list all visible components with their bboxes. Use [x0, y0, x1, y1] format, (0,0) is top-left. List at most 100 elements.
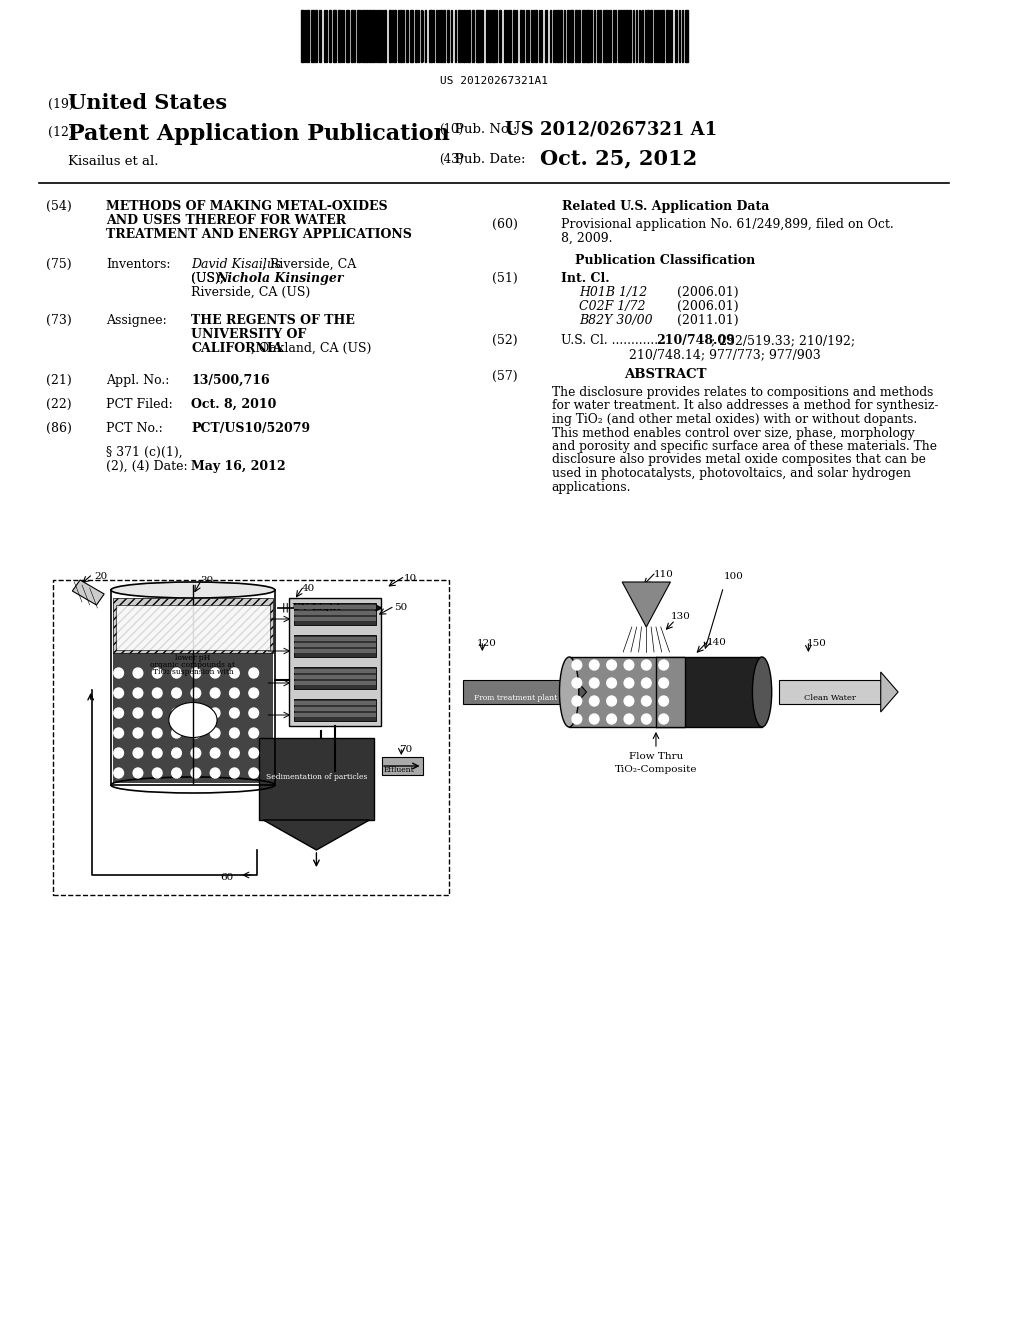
Text: disclosure also provides metal oxide composites that can be: disclosure also provides metal oxide com…	[552, 454, 926, 466]
Text: TREATMENT AND ENERGY APPLICATIONS: TREATMENT AND ENERGY APPLICATIONS	[106, 228, 412, 242]
Circle shape	[249, 708, 258, 718]
Bar	[338, 11, 340, 62]
Circle shape	[191, 688, 201, 698]
Text: 120: 120	[476, 639, 497, 648]
Text: Kisailus et al.: Kisailus et al.	[68, 154, 158, 168]
Bar	[379, 11, 381, 62]
Circle shape	[153, 729, 162, 738]
Text: US 20120267321A1: US 20120267321A1	[440, 77, 548, 86]
Text: 140: 140	[708, 638, 727, 647]
Circle shape	[133, 768, 142, 777]
Circle shape	[658, 678, 669, 688]
Text: PCT No.:: PCT No.:	[106, 422, 163, 436]
Circle shape	[114, 708, 124, 718]
Bar	[509, 11, 511, 62]
Text: Assignee:: Assignee:	[106, 314, 167, 327]
Bar	[400, 11, 402, 62]
Bar	[310, 11, 313, 62]
Bar	[440, 11, 441, 62]
Bar	[53, 579, 449, 895]
Text: Publication Classification: Publication Classification	[575, 253, 756, 267]
Text: organic compounds at: organic compounds at	[151, 661, 236, 669]
Circle shape	[624, 678, 634, 688]
Bar	[569, 657, 685, 727]
Text: (52): (52)	[492, 334, 517, 347]
Text: (2006.01): (2006.01)	[677, 286, 738, 300]
Text: 70: 70	[399, 744, 413, 754]
Text: United States: United States	[68, 92, 226, 114]
Bar	[294, 635, 376, 657]
Circle shape	[191, 768, 201, 777]
Text: (US);: (US);	[191, 272, 228, 285]
Bar	[393, 11, 395, 62]
Bar	[294, 603, 376, 624]
Bar	[294, 713, 376, 717]
Text: Sedimentation of particles: Sedimentation of particles	[265, 774, 367, 781]
Bar	[629, 11, 631, 62]
Text: Pub. No.:: Pub. No.:	[456, 123, 522, 136]
Text: METHODS OF MAKING METAL-OXIDES: METHODS OF MAKING METAL-OXIDES	[106, 201, 388, 213]
Bar	[578, 11, 580, 62]
Circle shape	[172, 729, 181, 738]
Text: US 2012/0267321 A1: US 2012/0267321 A1	[506, 121, 718, 139]
Circle shape	[153, 708, 162, 718]
Circle shape	[114, 729, 124, 738]
Circle shape	[114, 768, 124, 777]
Text: Nichola Kinsinger: Nichola Kinsinger	[216, 272, 344, 285]
Bar	[294, 643, 376, 647]
Bar	[415, 11, 417, 62]
Text: ing TiO₂ (and other metal oxides) with or without dopants.: ing TiO₂ (and other metal oxides) with o…	[552, 413, 918, 426]
Bar	[113, 653, 273, 783]
Bar	[666, 11, 668, 62]
Circle shape	[641, 660, 651, 671]
Bar	[362, 11, 365, 62]
Bar	[410, 11, 413, 62]
Text: TiO₂ suspension with: TiO₂ suspension with	[153, 668, 233, 676]
Polygon shape	[569, 672, 587, 711]
Bar	[557, 11, 558, 62]
Circle shape	[210, 768, 220, 777]
Bar	[307, 11, 308, 62]
Bar	[407, 11, 408, 62]
Bar	[294, 616, 376, 620]
Bar	[116, 605, 270, 649]
Bar	[315, 11, 317, 62]
Bar	[685, 11, 688, 62]
Circle shape	[172, 708, 181, 718]
Bar	[258, 738, 375, 820]
Circle shape	[249, 748, 258, 758]
Bar	[468, 11, 470, 62]
Circle shape	[210, 729, 220, 738]
Circle shape	[229, 688, 240, 698]
Bar	[536, 11, 538, 62]
Text: TiO₂-Composite: TiO₂-Composite	[614, 766, 697, 774]
Circle shape	[229, 729, 240, 738]
Text: applications.: applications.	[552, 480, 631, 494]
Ellipse shape	[559, 657, 579, 727]
Text: (60): (60)	[492, 218, 518, 231]
Text: Riverside, CA (US): Riverside, CA (US)	[191, 286, 310, 300]
Circle shape	[249, 729, 258, 738]
Polygon shape	[881, 672, 898, 711]
Text: May 16, 2012: May 16, 2012	[191, 459, 286, 473]
Circle shape	[590, 696, 599, 706]
Text: (12): (12)	[48, 125, 74, 139]
Text: Patent Application Publication: Patent Application Publication	[68, 123, 450, 145]
Bar	[442, 11, 444, 62]
Text: lower pH: lower pH	[175, 653, 211, 663]
Bar	[463, 11, 465, 62]
Bar	[294, 667, 376, 689]
Text: U.S. Cl. ..............: U.S. Cl. ..............	[561, 334, 667, 347]
Text: Appl. No.:: Appl. No.:	[106, 374, 170, 387]
Text: From treatment plant: From treatment plant	[474, 694, 558, 702]
Bar	[574, 11, 577, 62]
Bar	[520, 11, 522, 62]
Circle shape	[210, 748, 220, 758]
Text: Inventors:: Inventors:	[106, 257, 171, 271]
Text: ; 252/519.33; 210/192;: ; 252/519.33; 210/192;	[711, 334, 855, 347]
Bar	[513, 11, 515, 62]
Bar	[599, 11, 601, 62]
Text: 30: 30	[201, 576, 214, 585]
Bar	[463, 680, 569, 704]
Ellipse shape	[111, 582, 274, 598]
